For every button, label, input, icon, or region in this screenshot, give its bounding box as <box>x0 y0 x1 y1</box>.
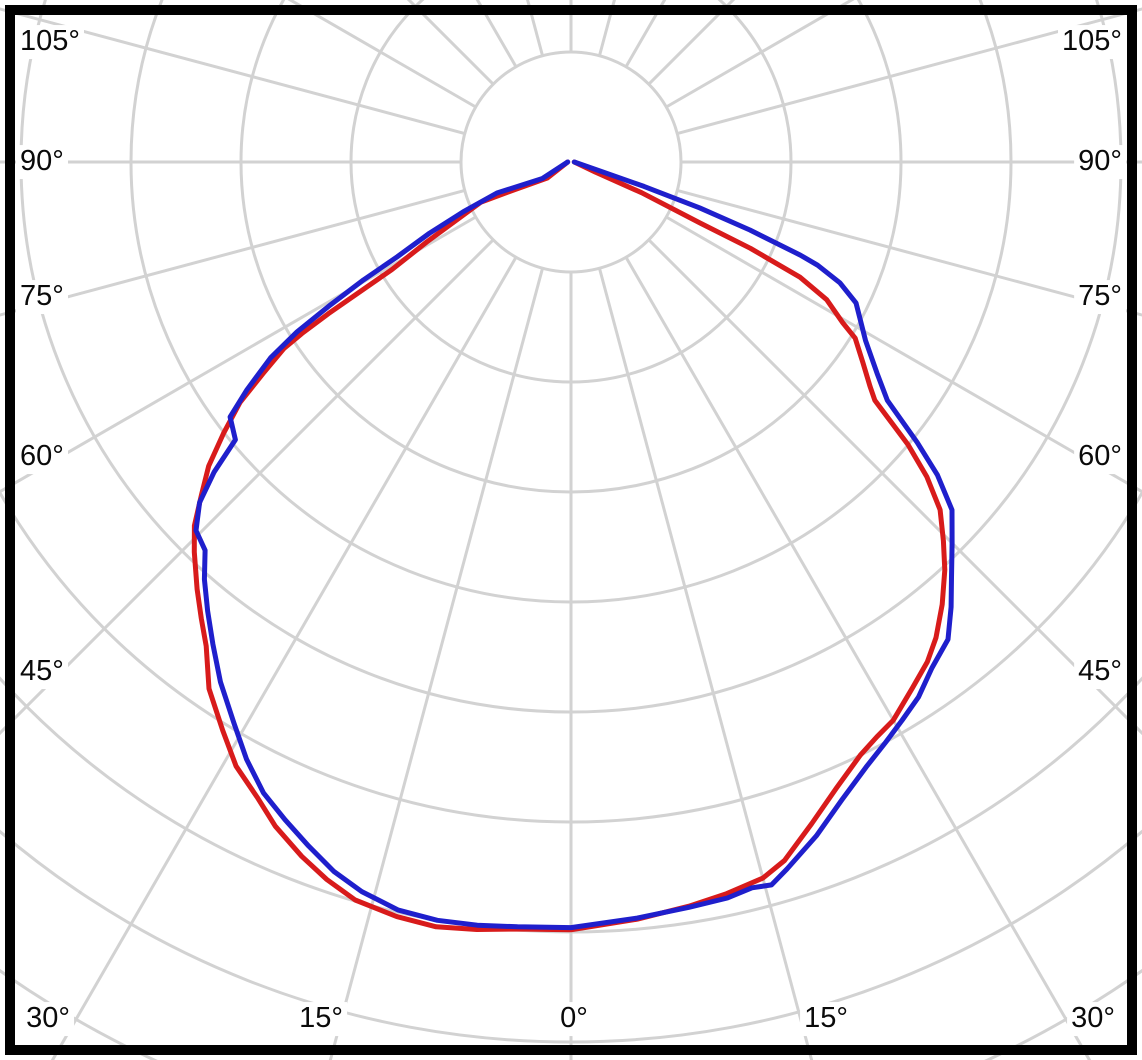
grid-spoke-195 <box>526 0 544 57</box>
grid-spoke-315 <box>0 238 495 736</box>
grid-spoke-165 <box>598 0 616 57</box>
angle-label-bottom-30-right: 30° <box>1067 1002 1119 1036</box>
grid-spoke-75 <box>676 189 1142 317</box>
angle-label-right-105: 105° <box>1058 25 1126 59</box>
blue-intensity-curve <box>193 159 955 931</box>
angle-label-right-75: 75° <box>1074 280 1126 314</box>
angle-label-left-75: 75° <box>16 280 68 314</box>
grid-spoke-345 <box>328 267 544 1060</box>
angle-label-right-90: 90° <box>1074 145 1126 179</box>
grid-spoke-300 <box>0 215 477 494</box>
grid-ring-1 <box>459 50 683 274</box>
grid-spoke-30 <box>624 256 1092 1060</box>
grid-spoke-330 <box>50 256 518 1060</box>
angle-label-left-60: 60° <box>16 440 68 474</box>
angle-label-right-60: 60° <box>1074 440 1126 474</box>
grid-spoke-255 <box>0 7 466 135</box>
angle-label-left-90: 90° <box>16 145 68 179</box>
grid-spoke-60 <box>665 215 1142 494</box>
grid-spoke-45 <box>647 238 1142 736</box>
angle-label-left-105: 105° <box>16 25 84 59</box>
angle-label-right-45: 45° <box>1074 655 1126 689</box>
angle-label-bottom-0: 0° <box>556 1002 592 1036</box>
grid-spoke-285 <box>0 189 466 317</box>
grid-spoke-15 <box>598 267 814 1060</box>
angle-label-left-45: 45° <box>16 655 68 689</box>
angle-label-bottom-15-left: 15° <box>295 1002 347 1036</box>
angle-label-bottom-15-right: 15° <box>800 1002 852 1036</box>
grid-spoke-105 <box>676 7 1142 135</box>
angle-label-bottom-30-left: 30° <box>22 1002 74 1036</box>
